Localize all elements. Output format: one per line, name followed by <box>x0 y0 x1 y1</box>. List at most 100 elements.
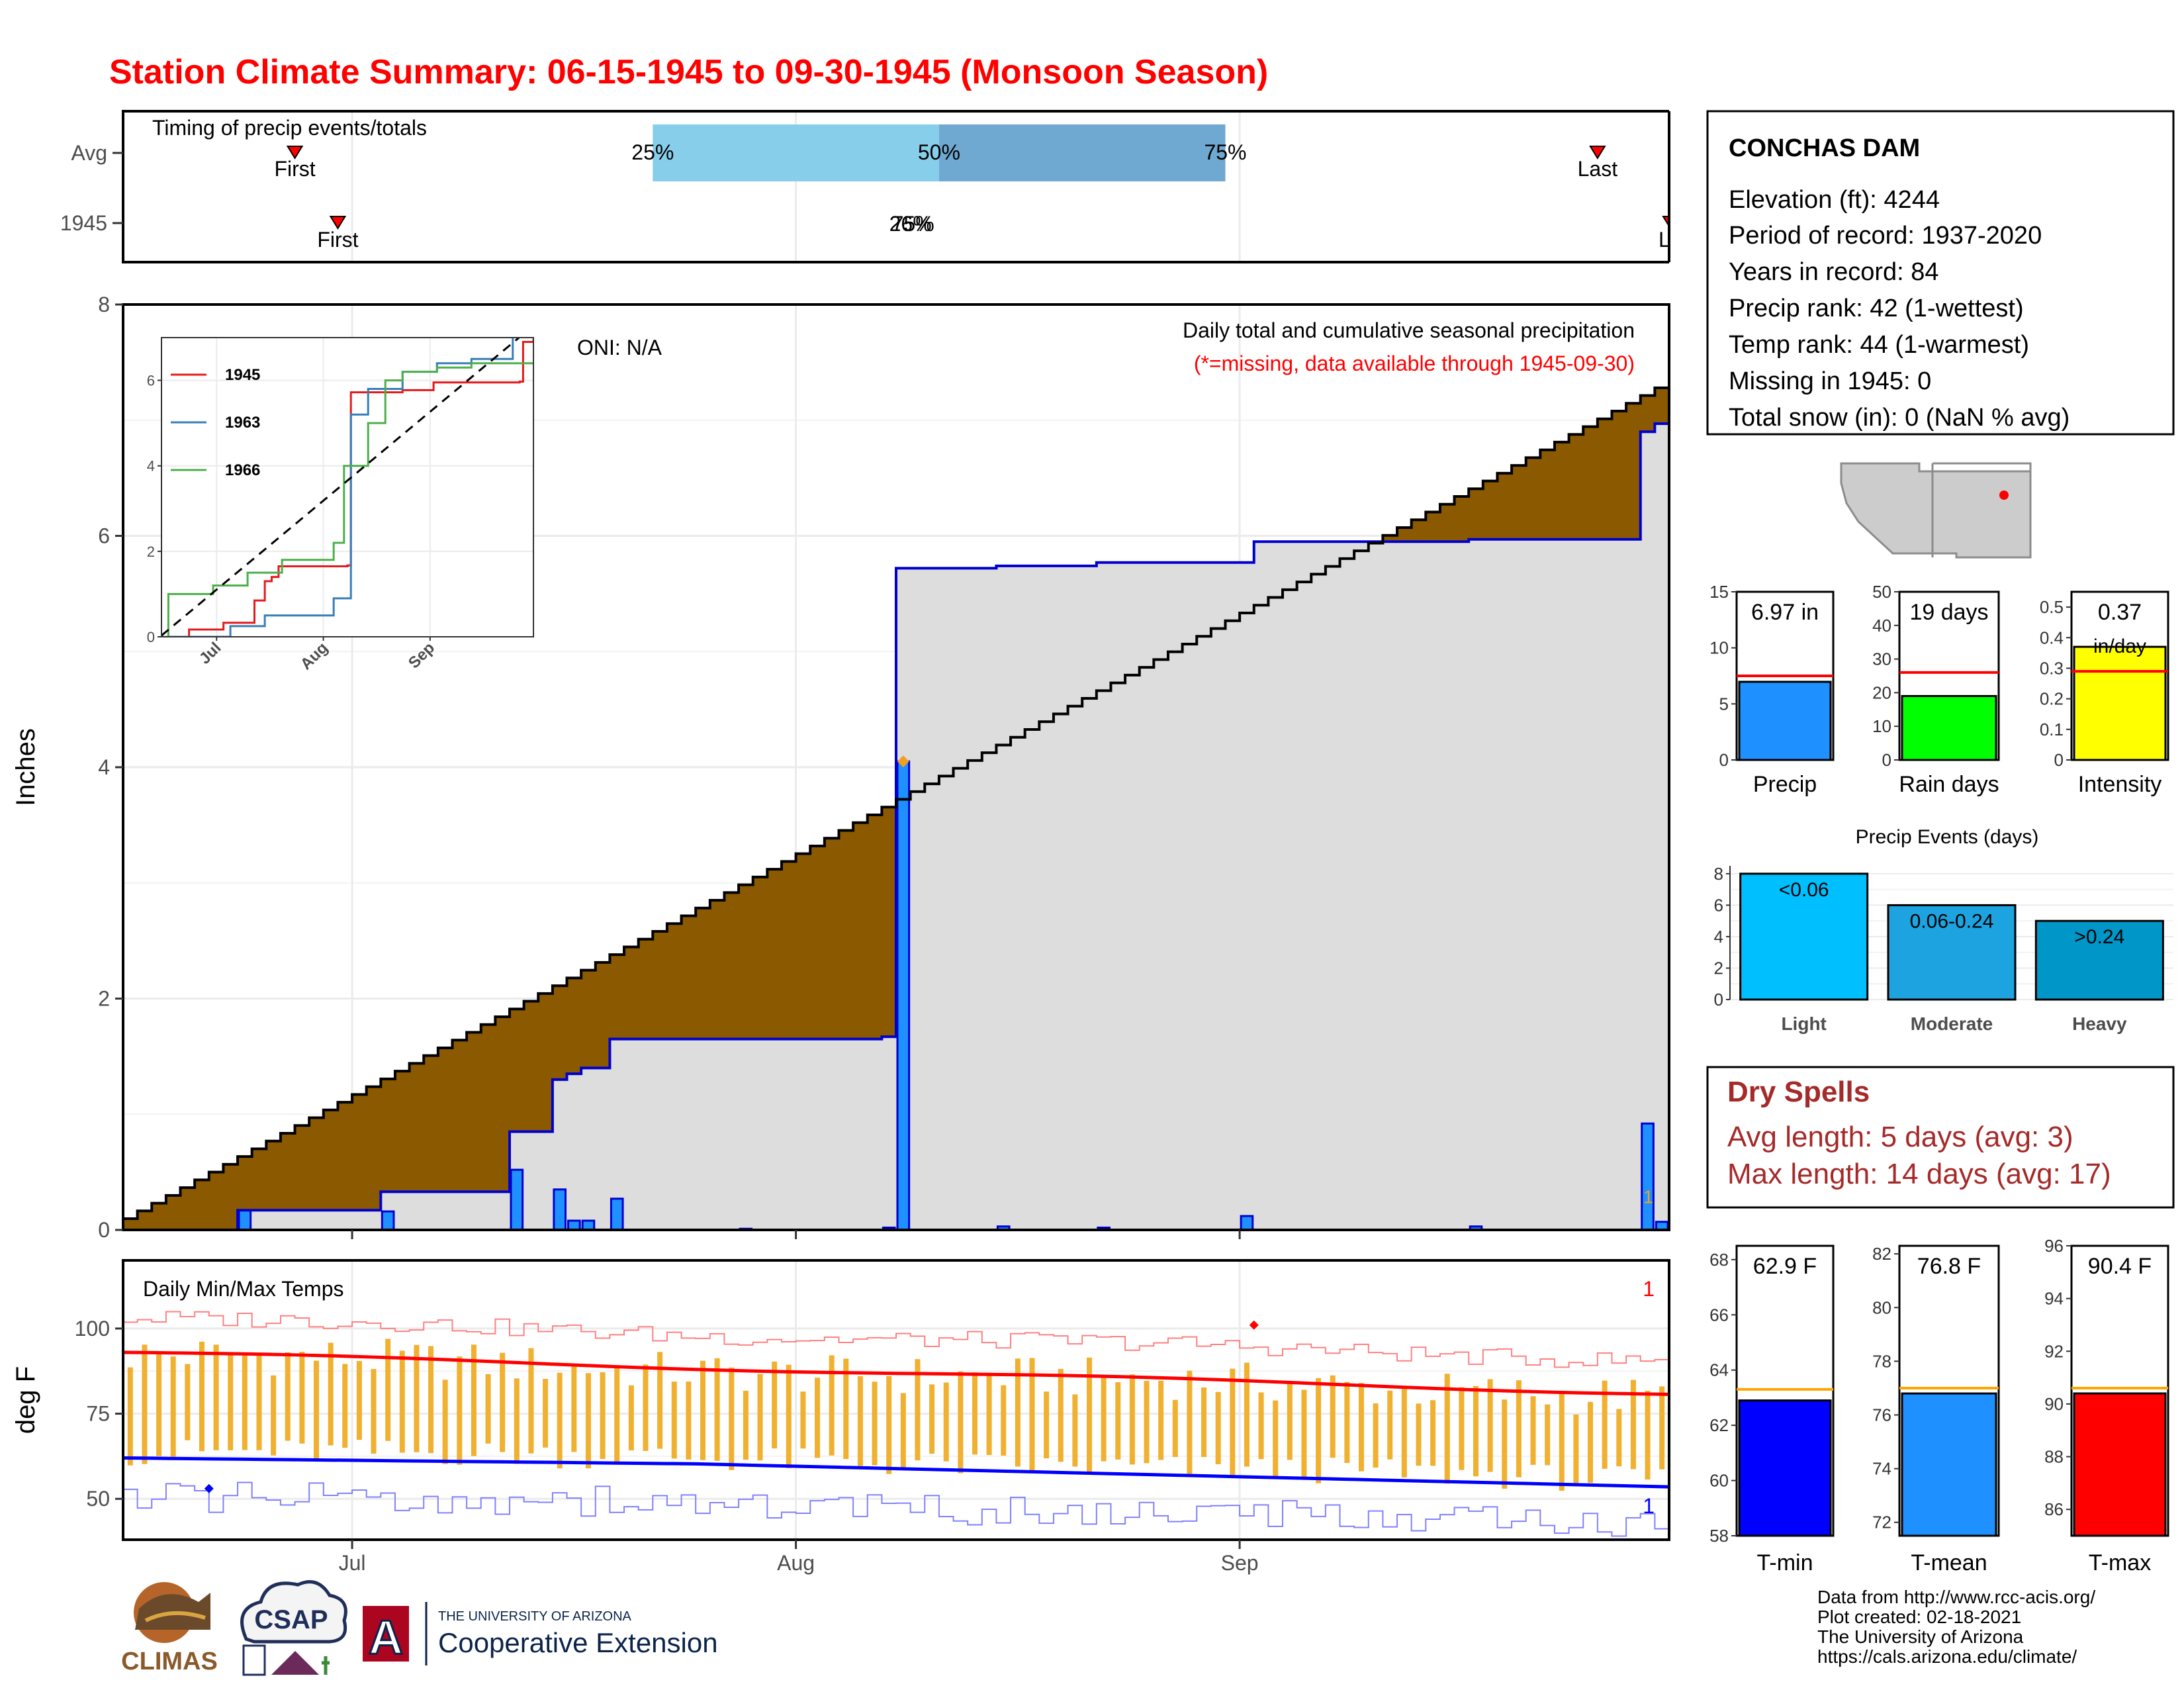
daily-temp-range-bar <box>657 1352 663 1449</box>
dry-spells-max: Max length: 14 days (avg: 17) <box>1727 1158 2111 1190</box>
record-high-step-line <box>123 1311 1669 1368</box>
daily-temp-range-bar <box>729 1367 735 1470</box>
daily-precip-bar <box>567 1219 581 1231</box>
daily-temp-range-bar <box>1502 1399 1508 1489</box>
temp-title: Daily Min/Max Temps <box>143 1277 343 1301</box>
precip-deficit-area <box>352 1094 367 1211</box>
dry-spells-box: Dry Spells Avg length: 5 days (avg: 3) M… <box>1706 1066 2175 1209</box>
events-bar <box>1739 872 1869 1001</box>
temp-frame <box>122 1259 1670 1541</box>
precip-deficit-area <box>1426 512 1441 542</box>
summary-value-label: 0.37 <box>2098 600 2142 625</box>
temp-ylabel: deg F <box>11 1366 40 1434</box>
precip-deficit-area <box>1597 418 1613 539</box>
precip-deficit-area <box>295 1125 310 1211</box>
summary-value-bar <box>1738 680 1832 761</box>
daily-temp-range-bar <box>1630 1380 1636 1470</box>
events-bar-label: >0.24 <box>2074 926 2124 948</box>
inset-ytick-label: 4 <box>147 458 155 475</box>
daily-temp-range-bar <box>986 1376 992 1455</box>
daily-temp-range-bar <box>1072 1394 1078 1467</box>
footer: CLIMAS CSAP A THE UNIVERSITY OF ARIZONA … <box>121 1580 2095 1676</box>
daily-temp-range-bar <box>1172 1399 1178 1458</box>
daily-temp-range-bar <box>1330 1375 1336 1458</box>
avg-tmax-line <box>122 1350 1670 1396</box>
daily-temp-range-bar <box>1115 1382 1121 1460</box>
daily-temp-range-bar <box>185 1364 191 1440</box>
station-snow: Total snow (in): 0 (NaN % avg) <box>1729 404 2070 432</box>
max-daily-precip-marker <box>897 755 909 768</box>
summary-ytick-label: 15 <box>1709 582 1729 602</box>
inset-frame <box>161 337 534 637</box>
precip-deficit-area <box>309 1117 324 1211</box>
summary-ytick-label: 78 <box>1872 1351 1891 1371</box>
daily-temp-range-bar <box>1530 1396 1536 1465</box>
csap-logo: CSAP <box>240 1580 347 1676</box>
daily-temp-range-bar <box>872 1382 878 1466</box>
temp-xtick-label: Sep <box>1221 1551 1259 1575</box>
station-missing: Missing in 1945: 0 <box>1729 367 1931 395</box>
station-elevation: Elevation (ft): 4244 <box>1729 186 1940 214</box>
summary-ytick-label: 88 <box>2044 1447 2064 1467</box>
daily-temp-range-bar <box>1459 1387 1465 1470</box>
climas-landscape-icon <box>135 1593 210 1630</box>
avg-25-percent-label: 25% <box>631 140 674 164</box>
temp-ytick-label: 100 <box>75 1317 110 1340</box>
daily-rank-label: 1 <box>1643 1187 1654 1207</box>
precip-ytick-label: 2 <box>98 987 110 1011</box>
csap-cactus-icon <box>322 1656 330 1675</box>
daily-temp-range-bar <box>1559 1391 1565 1491</box>
daily-temp-range-bar <box>643 1364 649 1451</box>
summary-category-label: T-mean <box>1911 1550 1987 1575</box>
summary-ytick-label: 96 <box>2044 1236 2064 1256</box>
events-ytick-label: 4 <box>1714 927 1723 947</box>
precip-deficit-area <box>1569 434 1584 539</box>
credit-line-3: The University of Arizona <box>1817 1626 2024 1647</box>
daily-temp-range-bar <box>800 1391 806 1449</box>
daily-precip-bar <box>610 1197 624 1231</box>
daily-temp-range-bar <box>1287 1383 1293 1460</box>
precip-deficit-area <box>366 1086 381 1211</box>
precip-deficit-area <box>381 1078 396 1192</box>
summary-ytick-label: 0.4 <box>2040 628 2064 647</box>
temp-summary-bars: 58 60 62 64 66 68 62.9 F T-min 72 74 76 78 80 82 76.8 … <box>1709 1236 2169 1575</box>
summary-ytick-label: 68 <box>1709 1250 1729 1270</box>
year-first-label: First <box>317 228 358 252</box>
daily-temp-range-bar <box>457 1356 463 1465</box>
inset-ytick-label: 0 <box>147 629 155 645</box>
daily-temp-range-bar <box>1158 1380 1164 1460</box>
summary-ytick-label: 50 <box>1872 582 1891 602</box>
timing-row-year: 1945 <box>60 211 107 235</box>
summary-ytick-label: 90 <box>2044 1394 2064 1414</box>
record-low-step-line <box>123 1481 1669 1537</box>
daily-temp-range-bar <box>242 1354 248 1450</box>
timing-marks: First Last First La 25% 50% 75% 75% 26% <box>274 140 1682 252</box>
precip-ytick-label: 4 <box>98 755 110 779</box>
precip-deficit-area <box>137 1211 152 1230</box>
summary-value-unit: in/day <box>2093 635 2146 657</box>
precip-deficit-area <box>867 815 882 1039</box>
precip-deficit-area <box>223 1164 238 1230</box>
summary-ytick-label: 5 <box>1719 694 1729 714</box>
summary-value-bar <box>1901 1392 1997 1537</box>
summary-ytick-label: 72 <box>1872 1513 1891 1532</box>
summary-value-label: 6.97 in <box>1751 600 1819 625</box>
timing-right-clip <box>1669 106 1689 271</box>
climas-wave-icon <box>144 1611 206 1622</box>
daily-temp-range-bar <box>886 1376 892 1474</box>
precip-deficit-area <box>180 1188 195 1230</box>
summary-ytick-label: 10 <box>1709 638 1729 658</box>
precip-deficit-area <box>739 884 754 1039</box>
summary-category-label: Rain days <box>1899 772 1999 797</box>
precip-deficit-area <box>1583 426 1598 539</box>
precip-deficit-area <box>251 1149 267 1211</box>
inset-ytick-label: 2 <box>147 543 155 560</box>
precip-deficit-area <box>595 962 611 1068</box>
summary-category-label: T-max <box>2089 1550 2151 1575</box>
events-bar-label: 0.06-0.24 <box>1910 910 1994 932</box>
summary-ytick-label: 76 <box>1872 1405 1891 1425</box>
daily-precip-bar <box>581 1219 596 1231</box>
precip-events-panel: Precip Events (days) <0.06 Light 0.06-0.24… <box>1714 826 2173 1034</box>
inset-legend: 1945 1963 1966 <box>171 366 260 479</box>
